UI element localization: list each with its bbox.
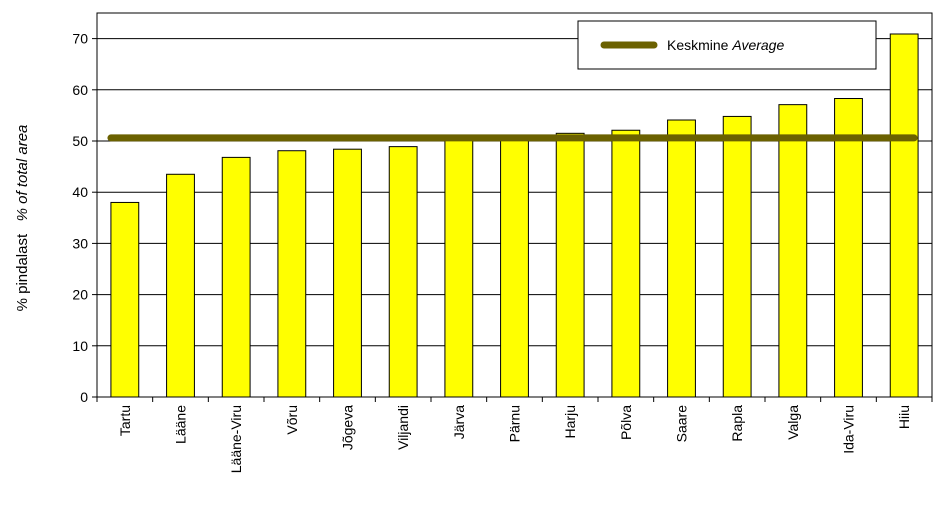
x-tick-label-Rapla: Rapla (729, 405, 745, 442)
legend-label-italic: Average (731, 37, 784, 53)
y-tick-label-60: 60 (72, 82, 88, 98)
x-tick-label-Hiiu: Hiiu (896, 405, 912, 429)
y-tick-label-70: 70 (72, 31, 88, 47)
x-tick-label-Saare: Saare (674, 405, 690, 443)
y-axis-label-text: % pindalast % of total area (14, 125, 31, 312)
x-tick-label-Põlva: Põlva (618, 405, 634, 440)
bar-Lääne-Viru (222, 157, 250, 397)
x-tick-label-Harju: Harju (562, 405, 578, 438)
bar-Võru (278, 151, 306, 397)
legend-label: Keskmine Average (667, 37, 784, 53)
bar-Jõgeva (334, 149, 362, 397)
x-tick-label-Järva: Järva (451, 405, 467, 439)
bar-Ida-Viru (835, 99, 863, 397)
bar-Valga (779, 105, 807, 397)
y-tick-label-40: 40 (72, 184, 88, 200)
bar-Lääne (167, 174, 195, 397)
bar-Saare (668, 120, 696, 397)
y-axis-ticks: 0 10 20 30 40 50 60 70 (72, 31, 97, 405)
y-axis-label-main: % pindalast (14, 233, 31, 311)
bar-Pärnu (501, 139, 529, 397)
y-tick-label-20: 20 (72, 287, 88, 303)
x-tick-label-Viljandi: Viljandi (395, 405, 411, 450)
y-tick-label-10: 10 (72, 338, 88, 354)
x-tick-label-Lääne-Viru: Lääne-Viru (228, 405, 244, 473)
x-axis-ticks: Tartu Lääne Lääne-Viru Võru Jõgeva Viljandi Jä… (97, 397, 932, 473)
bar-Rapla (723, 116, 751, 397)
bar-Hiiu (890, 34, 918, 397)
y-axis-label-italic: % of total area (14, 125, 31, 222)
bar-Tartu (111, 202, 139, 397)
x-tick-label-Jõgeva: Jõgeva (340, 405, 356, 450)
legend: Keskmine Average (578, 21, 876, 69)
y-tick-label-30: 30 (72, 235, 88, 251)
y-tick-label-50: 50 (72, 133, 88, 149)
x-tick-label-Tartu: Tartu (117, 405, 133, 436)
x-tick-label-Võru: Võru (284, 405, 300, 435)
legend-label-main: Keskmine (667, 37, 729, 53)
x-tick-label-Lääne: Lääne (173, 405, 189, 444)
x-tick-label-Pärnu: Pärnu (507, 405, 523, 442)
bars (111, 34, 918, 397)
bar-Põlva (612, 130, 640, 397)
bar-Järva (445, 140, 473, 397)
y-tick-label-0: 0 (80, 389, 88, 405)
x-tick-label-Valga: Valga (785, 405, 801, 440)
y-axis-label: % pindalast % of total area (14, 125, 31, 312)
bar-Harju (556, 133, 584, 397)
bar-Viljandi (389, 147, 417, 397)
x-tick-label-Ida-Viru: Ida-Viru (841, 405, 857, 454)
